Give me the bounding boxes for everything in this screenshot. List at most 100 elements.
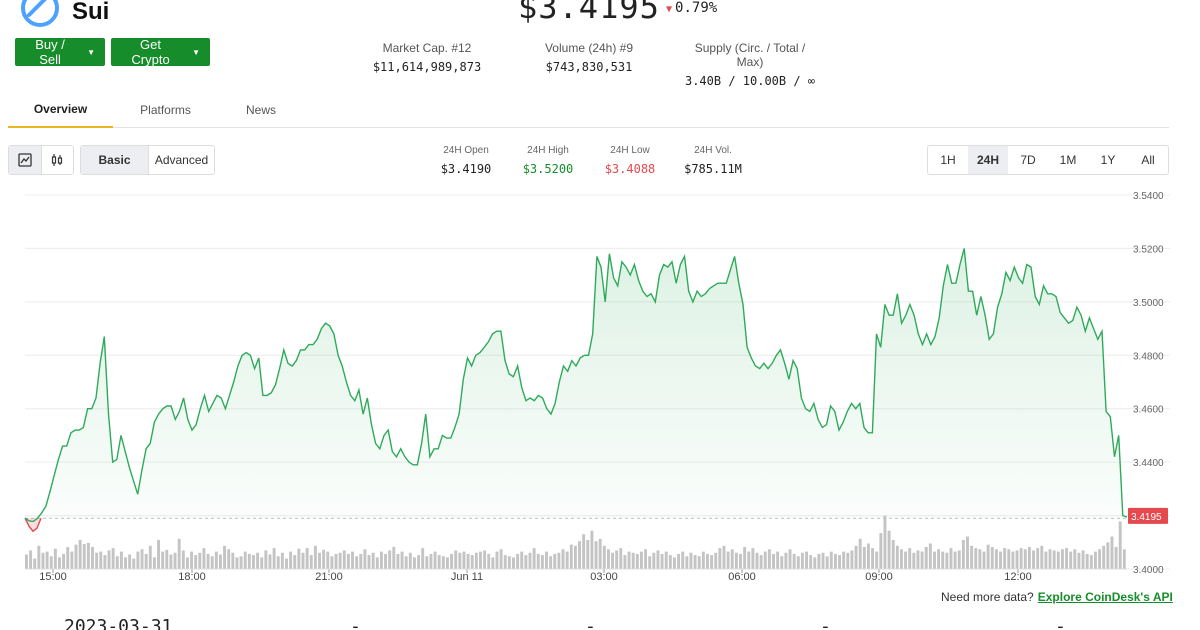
- volume-bar: [1019, 548, 1023, 569]
- explore-api-link[interactable]: Explore CoinDesk's API: [1037, 590, 1173, 604]
- volume-bar: [726, 551, 730, 569]
- range-1m[interactable]: 1M: [1059, 153, 1077, 167]
- volume-bar: [103, 555, 107, 569]
- volume-bar: [53, 548, 57, 569]
- volume-bar: [772, 553, 775, 569]
- volume-bar: [1085, 553, 1089, 569]
- chart-mode-toggle: Basic Advanced: [80, 145, 215, 175]
- volume-bar: [866, 543, 870, 569]
- volume-bar: [668, 555, 672, 569]
- volume-bar: [957, 550, 961, 569]
- range-24h[interactable]: 24H: [968, 146, 1008, 174]
- volume-bar: [598, 538, 602, 569]
- supply-value: 3.40B / 10.00B / ∞: [684, 74, 816, 88]
- history-cell: -: [1055, 616, 1066, 630]
- line-chart-icon: [18, 153, 32, 167]
- volume-bar: [433, 551, 437, 569]
- volume-bar: [573, 545, 577, 569]
- price-line: [24, 248, 1128, 523]
- volume-bar: [792, 553, 796, 569]
- volume-label: Volume (24h) #9: [544, 41, 634, 55]
- volume-bar: [999, 551, 1002, 569]
- volume-bar: [528, 552, 532, 569]
- tab-overview[interactable]: Overview: [8, 92, 113, 128]
- volume-bar: [218, 554, 222, 569]
- volume-bar: [1069, 551, 1073, 569]
- volume-bar: [648, 556, 652, 569]
- volume-bar: [206, 553, 210, 569]
- volume-bar: [776, 551, 780, 569]
- volume-bar: [1110, 536, 1114, 569]
- volume-bar: [1089, 555, 1093, 569]
- history-cell: -: [585, 616, 596, 630]
- ohlc-volume-label: 24H Vol.: [694, 145, 732, 156]
- volume-bar: [924, 546, 928, 569]
- price-chart[interactable]: 3.54003.52003.50003.48003.46003.44003.42…: [0, 185, 1200, 585]
- volume-bar: [128, 554, 132, 569]
- volume-bar: [334, 553, 338, 569]
- ohlc-high-value: $3.5200: [522, 162, 574, 176]
- volume-bar: [611, 552, 615, 569]
- volume-bar: [714, 552, 718, 569]
- buy-sell-button[interactable]: Buy / Sell ▼: [15, 37, 105, 67]
- tab-bar: Overview Platforms News: [8, 92, 1169, 128]
- price-change-value: 0.79%: [675, 0, 718, 16]
- get-crypto-button[interactable]: Get Crypto ▼: [111, 37, 210, 67]
- volume-bar: [1007, 549, 1011, 569]
- volume-bar: [718, 548, 722, 569]
- volume-bar: [1106, 542, 1110, 569]
- volume-bar: [466, 553, 470, 569]
- ohlc-open-label: 24H Open: [443, 145, 489, 156]
- volume-bar: [95, 552, 99, 569]
- volume-bar: [916, 550, 920, 569]
- volume-bar: [417, 555, 421, 569]
- volume-bar: [437, 555, 441, 569]
- volume-bar: [412, 557, 416, 569]
- caret-down-icon: ▼: [192, 47, 200, 57]
- y-tick-label: 3.5200: [1133, 244, 1164, 255]
- volume-bar: [148, 545, 152, 569]
- volume-bar: [379, 551, 383, 569]
- volume-bar: [272, 548, 276, 569]
- volume-bar: [681, 551, 685, 569]
- range-1h[interactable]: 1H: [940, 153, 956, 167]
- volume-bar: [441, 556, 445, 569]
- volume-bar: [479, 551, 482, 569]
- volume-bar: [1060, 549, 1064, 569]
- volume-bar: [970, 545, 974, 569]
- volume-bar: [41, 552, 45, 569]
- tab-news[interactable]: News: [245, 103, 276, 117]
- volume-bar: [1015, 550, 1019, 569]
- volume-bar: [941, 551, 945, 569]
- volume-bar: [132, 558, 136, 569]
- volume-bar: [578, 541, 581, 569]
- volume-bar: [1056, 551, 1060, 569]
- volume-bar: [243, 551, 247, 569]
- advanced-mode-button[interactable]: Advanced: [148, 146, 214, 174]
- volume-bar: [194, 555, 198, 569]
- volume-bar: [842, 551, 846, 569]
- volume-bar: [152, 557, 156, 569]
- range-7d[interactable]: 7D: [1020, 153, 1036, 167]
- ohlc-low-value: $3.4088: [604, 162, 656, 176]
- y-tick-label: 3.4800: [1133, 351, 1164, 362]
- volume-bar: [252, 555, 255, 569]
- y-tick-label: 3.4000: [1133, 565, 1164, 576]
- buy-sell-label: Buy / Sell: [35, 37, 65, 67]
- volume-bar: [355, 556, 359, 569]
- volume-bar: [330, 556, 334, 569]
- range-all[interactable]: All: [1141, 153, 1155, 167]
- range-1y[interactable]: 1Y: [1100, 153, 1116, 167]
- volume-bar: [652, 552, 656, 569]
- candlestick-button[interactable]: [40, 146, 73, 174]
- volume-bar: [846, 552, 850, 569]
- tab-platforms[interactable]: Platforms: [140, 103, 191, 117]
- x-tick-label: 03:00: [590, 571, 618, 583]
- volume-bar: [483, 550, 487, 569]
- volume-bar: [561, 549, 565, 569]
- basic-mode-button[interactable]: Basic: [81, 146, 148, 174]
- volume-bar: [256, 552, 260, 569]
- volume-bar: [202, 548, 206, 569]
- volume-bar: [838, 555, 842, 569]
- line-chart-button[interactable]: [9, 146, 41, 174]
